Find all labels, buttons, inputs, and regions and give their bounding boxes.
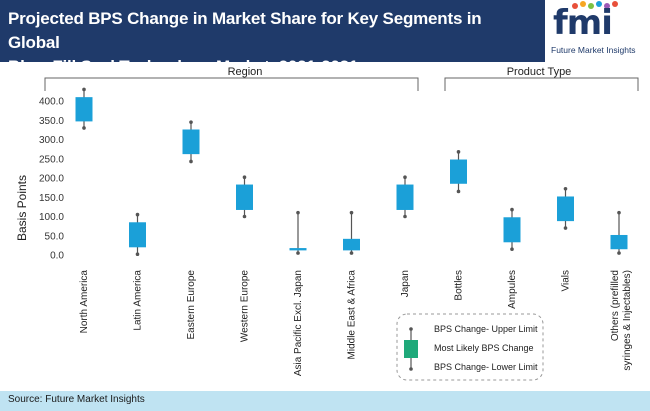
x-tick-label: Western Europe [240, 270, 251, 343]
group-bracket [44, 77, 419, 91]
x-tick-label: Japan [400, 270, 411, 297]
legend-item: BPS Change- Upper Limit [434, 324, 538, 334]
upper-limit-marker [349, 210, 354, 215]
upper-limit-marker [617, 210, 621, 215]
group-label: Region [228, 66, 263, 78]
y-tick-label: 0.0 [50, 251, 64, 262]
chart-title: Projected BPS Change in Market Share for… [8, 7, 528, 79]
upper-limit-marker [510, 207, 514, 212]
source-note: Source: Future Market Insights [8, 394, 145, 405]
legend-box-swatch [404, 340, 418, 358]
x-tick-label: Bottles [454, 270, 465, 301]
lower-limit-marker [296, 251, 300, 255]
y-tick-label: 300.0 [39, 135, 64, 146]
upper-limit-marker [296, 210, 300, 215]
box [450, 159, 467, 184]
box [610, 234, 628, 250]
upper-limit-marker [403, 175, 407, 180]
upper-limit-marker [456, 150, 461, 154]
boxplot-chart: Region Product Type Basis Points 0.0 50.0 100… [15, 66, 639, 381]
box [343, 238, 360, 251]
group-label: Product Type [507, 66, 572, 78]
x-tick-label: Eastern Europe [186, 270, 197, 340]
upper-limit-marker [242, 175, 247, 180]
y-tick-label: 350.0 [39, 116, 64, 127]
lower-limit-marker [349, 251, 354, 255]
upper-limit-marker [563, 186, 568, 191]
box [503, 217, 521, 243]
lower-limit-marker [242, 214, 247, 219]
logo-dots-icon [572, 1, 618, 9]
x-tick-label: North America [79, 270, 90, 334]
legend-upper-marker [409, 327, 413, 331]
title-line-1: Projected BPS Change in Market Share for… [8, 9, 482, 52]
lower-limit-marker [135, 252, 140, 257]
legend-box [396, 313, 544, 381]
y-tick-label: 50.0 [45, 231, 65, 242]
box [289, 248, 307, 251]
lower-limit-marker [456, 189, 461, 194]
lower-limit-marker [189, 159, 193, 164]
x-tick-label: Middle East & Africa [347, 270, 358, 360]
box [129, 222, 146, 248]
box [557, 196, 574, 222]
legend-lower-marker [409, 367, 413, 371]
y-tick-label: 250.0 [39, 154, 64, 165]
x-tick-label: Latin America [133, 270, 144, 331]
x-tick-label: Others (prefilledsyringes & Injectables) [610, 270, 633, 371]
y-tick-label: 400.0 [39, 97, 64, 108]
x-tick-label: Asia Pacific Excl. Japan [293, 270, 304, 376]
header-bar: Projected BPS Change in Market Share for… [0, 0, 650, 76]
x-tick-label: Vials [561, 270, 572, 292]
y-tick-label: 200.0 [39, 174, 64, 185]
y-tick-label: 150.0 [39, 193, 64, 204]
lower-limit-marker [563, 226, 568, 230]
logo-tagline: Future Market Insights [551, 45, 636, 55]
box [236, 184, 253, 210]
footer-bar: Source: Future Market Insights [0, 391, 650, 411]
box [396, 184, 414, 210]
logo: fmi Future Market Insights [545, 0, 650, 62]
group-bracket [444, 77, 639, 91]
title-line-2: Blow Fill Seal Technology Market, 2021-2… [8, 57, 359, 76]
upper-limit-marker [82, 87, 86, 92]
logo-text: fmi [553, 3, 613, 43]
lower-limit-marker [403, 214, 407, 219]
box [75, 97, 93, 122]
legend-item: BPS Change- Lower Limit [434, 362, 538, 372]
y-axis-label: Basis Points [15, 175, 29, 241]
upper-limit-marker [189, 120, 193, 124]
box [182, 129, 200, 155]
legend-item: Most Likely BPS Change [434, 343, 534, 353]
lower-limit-marker [510, 247, 514, 252]
lower-limit-marker [82, 126, 86, 130]
y-tick-label: 100.0 [39, 212, 64, 223]
x-tick-label: Ampules [507, 270, 518, 309]
upper-limit-marker [135, 212, 140, 217]
lower-limit-marker [617, 251, 621, 255]
